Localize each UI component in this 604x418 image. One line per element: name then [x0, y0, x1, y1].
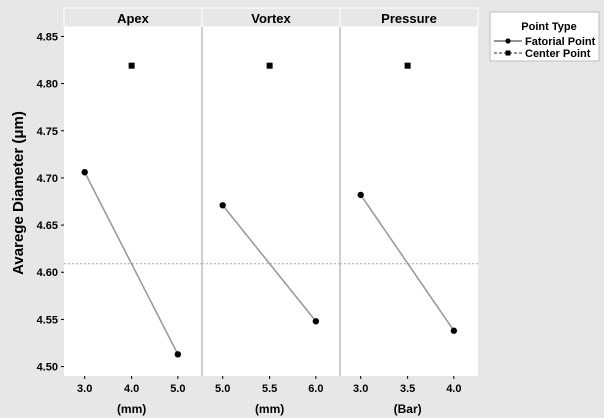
panel-apex: Apex 3.0 4.0 5.0 (mm): [63, 7, 203, 416]
panel-pressure: Pressure 3.0 3.5 4.0 (Bar): [339, 7, 479, 416]
x-tick-label: 3.0: [353, 383, 368, 395]
x-tick-label: 3.5: [400, 383, 415, 395]
y-axis: 4.50 4.55 4.60 4.65 4.70 4.75 4.80 4.85: [37, 31, 64, 374]
plot-area: [340, 27, 478, 376]
x-tick-label: 5.0: [170, 383, 185, 395]
x-axis-strip: [340, 376, 478, 401]
legend-item-label: Fatorial Point: [525, 36, 596, 48]
y-tick-label: 4.65: [37, 220, 58, 232]
y-tick-label: 4.85: [37, 31, 58, 43]
y-tick-label: 4.80: [37, 79, 58, 91]
center-point: [266, 62, 273, 69]
x-tick-label: 4.0: [124, 383, 139, 395]
legend-item-label: Center Point: [525, 48, 591, 60]
panel-title: Vortex: [251, 11, 291, 26]
y-tick-label: 4.55: [37, 314, 58, 326]
x-axis-strip: [64, 376, 202, 401]
x-axis-unit: (Bar): [394, 402, 422, 416]
y-tick-label: 4.70: [37, 173, 58, 185]
factorial-point: [450, 327, 458, 334]
factorial-line: [83, 171, 179, 355]
y-tick-label: 4.50: [37, 362, 58, 374]
factorial-point: [312, 318, 320, 325]
legend-marker-square: [505, 50, 511, 56]
x-tick-label: 5.5: [262, 383, 277, 395]
x-axis-unit: (mm): [117, 402, 146, 416]
panel-vortex: Vortex 5.0 5.5 6.0 (mm): [201, 7, 341, 416]
panel-title: Apex: [117, 11, 150, 26]
y-axis-label: Avarege Diameter (μm): [10, 111, 27, 275]
factorial-point: [174, 351, 182, 358]
plot-area: [64, 27, 202, 376]
panel-title: Pressure: [381, 11, 437, 26]
factorial-point: [81, 169, 88, 176]
plot-area: [202, 27, 340, 376]
x-axis-strip: [202, 376, 340, 401]
x-tick-label: 4.0: [446, 383, 461, 395]
x-tick-label: 6.0: [308, 383, 323, 395]
y-tick-label: 4.60: [37, 267, 58, 279]
factorial-line: [360, 194, 455, 332]
legend-marker-circle: [505, 38, 511, 44]
x-axis-unit: (mm): [255, 402, 284, 416]
factorial-line: [222, 204, 317, 322]
x-tick-label: 5.0: [215, 383, 230, 395]
legend-title: Point Type: [521, 21, 576, 33]
center-point: [404, 62, 411, 69]
y-tick-label: 4.75: [37, 126, 58, 138]
factorial-point: [219, 202, 226, 209]
factorial-point: [357, 191, 364, 199]
x-tick-label: 3.0: [77, 383, 92, 395]
panels: Apex 3.0 4.0 5.0 (mm) Vortex 5.0 5.5 6.0 (mm) Pres…: [63, 7, 479, 416]
center-point: [128, 62, 135, 69]
